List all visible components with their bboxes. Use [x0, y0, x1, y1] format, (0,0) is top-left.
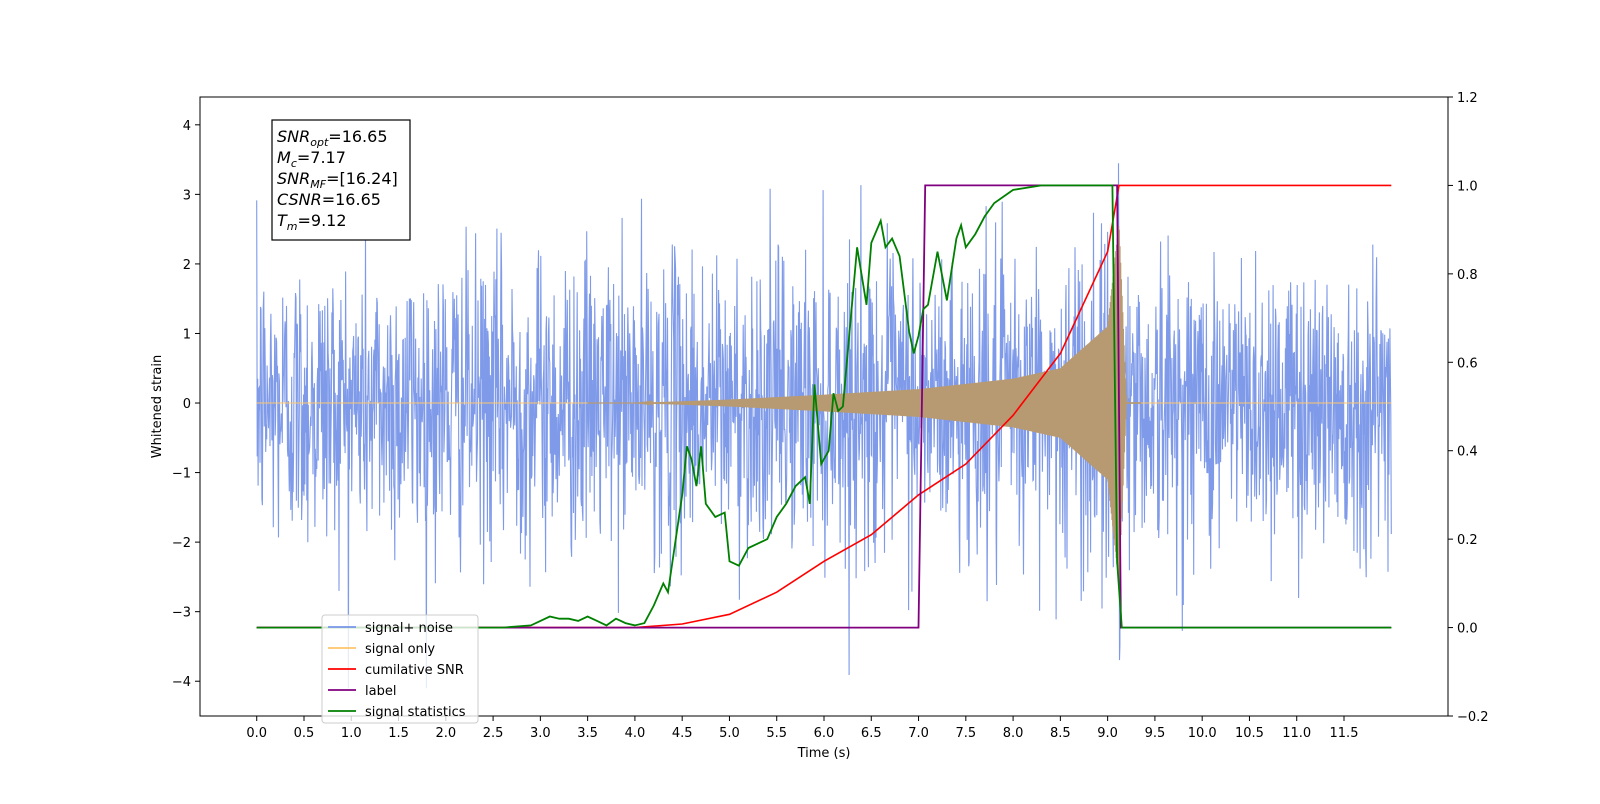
annotation-line: SNRMF=[16.24]	[277, 169, 398, 191]
y-left-tick-label: 0	[183, 397, 191, 412]
annotation-subscript: m	[287, 220, 298, 233]
x-tick-label: 3.5	[577, 726, 598, 741]
x-tick-label: 0.0	[246, 726, 267, 741]
x-tick-label: 7.5	[955, 726, 976, 741]
x-tick-label: 5.0	[719, 726, 740, 741]
legend-frame	[321, 614, 479, 724]
x-tick-label: 9.0	[1097, 726, 1118, 741]
x-tick-label: 6.0	[814, 726, 835, 741]
x-tick-label: 6.5	[861, 726, 882, 741]
annotation-value: =16.65	[328, 127, 387, 146]
x-tick-label: 11.5	[1330, 726, 1359, 741]
y-right-tick-label: 1.0	[1457, 179, 1478, 194]
annotation-symbol: SNR	[277, 169, 310, 188]
x-tick-label: 2.0	[435, 726, 456, 741]
x-tick-label: 5.5	[766, 726, 787, 741]
annotation-value: =[16.24]	[326, 169, 398, 188]
y-left-tick-label: −2	[172, 536, 191, 551]
annotation-line: Mc=7.17	[277, 148, 346, 170]
legend-label: cumilative SNR	[365, 663, 464, 678]
y-axis-right: 1.2 1.0 0.8 0.6 0.4 0.2 0.0 −0.2	[1448, 91, 1489, 725]
legend-label: signal only	[365, 642, 435, 657]
y-right-tick-label: 1.2	[1457, 91, 1478, 106]
y-left-tick-label: 1	[183, 327, 191, 342]
x-tick-label: 11.0	[1282, 726, 1311, 741]
x-tick-label: 4.0	[625, 726, 646, 741]
annotation-line: Tm=9.12	[277, 211, 347, 233]
annotation-subscript: opt	[310, 136, 329, 149]
y-right-tick-label: 0.2	[1457, 533, 1478, 548]
y-axis-label: Whitened strain	[150, 355, 165, 458]
annotation-subscript: c	[291, 157, 297, 170]
series-signal-statistics	[256, 184, 1392, 629]
x-tick-label: 8.0	[1003, 726, 1024, 741]
x-tick-label: 10.0	[1188, 726, 1217, 741]
annotation-symbol: SNR	[277, 127, 310, 146]
x-tick-label: 2.5	[483, 726, 504, 741]
x-tick-label: 8.5	[1050, 726, 1071, 741]
y-right-tick-label: 0.6	[1457, 356, 1478, 371]
annotation-symbol: M	[277, 148, 291, 167]
y-right-tick-label: −0.2	[1457, 710, 1489, 725]
y-left-tick-label: −1	[172, 467, 191, 482]
y-right-tick-label: 0.8	[1457, 268, 1478, 283]
y-left-tick-label: 2	[183, 258, 191, 273]
y-right-tick-label: 0.4	[1457, 445, 1478, 460]
y-left-tick-label: −3	[172, 606, 191, 621]
series-cumilative-snr	[256, 184, 1392, 629]
annotation-line: SNRopt=16.65	[277, 127, 388, 149]
y-right-tick-label: 0.0	[1457, 622, 1478, 637]
x-axis-label: Time (s)	[797, 746, 851, 761]
annotation-subscript: MF	[310, 178, 326, 191]
series-signal-plus-noise	[256, 163, 1392, 689]
x-tick-label: 1.5	[388, 726, 409, 741]
legend-label: label	[365, 684, 396, 699]
y-left-tick-label: 4	[183, 119, 191, 134]
annotation-value: =16.65	[322, 190, 381, 209]
x-tick-label: 3.0	[530, 726, 551, 741]
annotation-value: =7.17	[297, 148, 346, 167]
x-tick-label: 7.0	[908, 726, 929, 741]
x-tick-label: 10.5	[1235, 726, 1264, 741]
y-left-tick-label: 3	[183, 188, 191, 203]
y-axis-left: 4 3 2 1 0 −1 −2 −3 −4	[172, 119, 200, 690]
plot-area	[256, 163, 1392, 689]
x-tick-label: 0.5	[294, 726, 315, 741]
x-axis: 0.0 0.5 1.0 1.5 2.0 2.5 3.0 3.5 4.0 4.5 5.0 5.5 6.0 6…	[246, 716, 1358, 741]
legend: signal+ noise signal only cumilative SNR la…	[321, 614, 479, 724]
legend-label: signal statistics	[365, 705, 466, 720]
legend-label: signal+ noise	[365, 621, 453, 636]
series-signal-only	[587, 225, 1142, 584]
x-tick-label: 1.0	[341, 726, 362, 741]
x-tick-label: 9.5	[1145, 726, 1166, 741]
x-tick-label: 4.5	[672, 726, 693, 741]
annotation-line: CSNR=16.65	[277, 190, 381, 209]
annotation-value: =9.12	[298, 211, 347, 230]
annotation-box: SNRopt=16.65Mc=7.17SNRMF=[16.24]CSNR=16.…	[271, 119, 411, 241]
annotation-symbol: T	[277, 211, 288, 230]
annotation-symbol: CSNR	[277, 190, 322, 209]
annotation-frame	[271, 119, 411, 241]
y-left-tick-label: −4	[172, 675, 191, 690]
